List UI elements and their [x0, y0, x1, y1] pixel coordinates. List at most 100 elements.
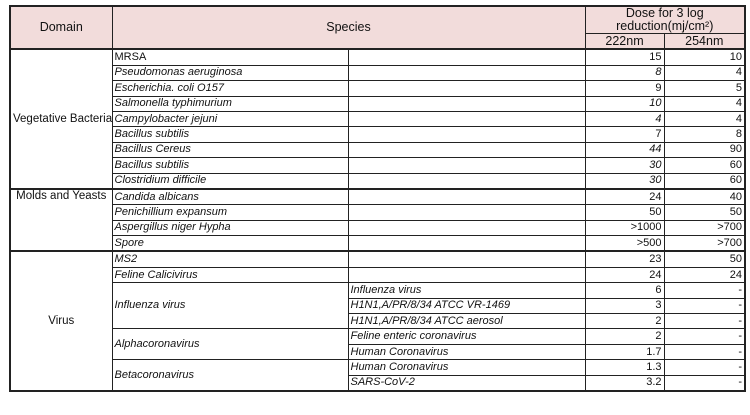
dose-222-cell: 2 [584, 313, 665, 330]
dose-254-cell: - [663, 297, 747, 315]
dose-254-cell: 5 [663, 80, 747, 97]
table-row: Salmonella typhimurium 10 4 [10, 95, 747, 112]
subspecies-cell [347, 64, 586, 82]
dose-222-cell: >500 [584, 235, 665, 252]
table-row: Escherichia. coli O157 9 5 [10, 80, 747, 97]
dose-222-cell: 2 [584, 328, 665, 345]
subspecies-cell: H1N1,A/PR/8/34 ATCC aerosol [347, 313, 586, 330]
subspecies-cell [347, 187, 586, 206]
dose-254-cell: 10 [663, 48, 747, 66]
table-row: Bacillus Cereus 44 90 [10, 141, 747, 159]
dose-254-cell: - [663, 374, 747, 392]
dose-254-cell: 40 [663, 187, 747, 206]
domain-virus: Virus [9, 250, 113, 392]
species-cell-influenza: Influenza virus [111, 282, 349, 330]
dose-222-cell: 23 [584, 250, 665, 268]
table-row: H1N1,A/PR/8/34 ATCC VR-1469 3 - [10, 297, 747, 315]
subspecies-cell: SARS-CoV-2 [347, 374, 586, 392]
subspecies-cell [347, 157, 586, 174]
subspecies-cell: Human Coronavirus [347, 359, 586, 376]
dose-254-cell: - [663, 359, 747, 376]
dose-254-cell: 4 [663, 95, 747, 112]
dose-222-cell: 6 [584, 282, 665, 299]
header-254nm: 254nm [663, 33, 747, 50]
uv-dose-table: Domain Species Dose for 3 log reduction(… [9, 4, 747, 392]
dose-222-cell: 24 [584, 187, 665, 206]
subspecies-cell [347, 250, 586, 268]
table-row: Spore >500 >700 [10, 235, 747, 252]
subspecies-cell: Influenza virus [347, 282, 586, 299]
header-dose-line1: Dose for 3 log [625, 6, 704, 20]
subspecies-cell [347, 80, 586, 97]
table-row: Human Coronavirus 1.7 - [10, 343, 747, 361]
species-cell: Bacillus subtilis [111, 157, 349, 174]
subspecies-cell [347, 172, 586, 190]
species-cell-betacoronavirus: Betacoronavirus [111, 359, 349, 392]
table-row: Bacillus subtilis 7 8 [10, 126, 747, 143]
table-row: Alphacoronavirus Feline enteric coronavi… [10, 328, 747, 361]
dose-222-cell: 15 [584, 48, 665, 66]
dose-254-cell: 60 [663, 172, 747, 190]
table-row: Betacoronavirus Human Coronavirus 1.3 - [10, 359, 747, 392]
subspecies-cell [347, 110, 586, 128]
dose-222-cell: 50 [584, 204, 665, 221]
dose-222-cell: 44 [584, 141, 665, 159]
dose-254-cell: - [663, 282, 747, 299]
species-cell-alphacoronavirus: Alphacoronavirus [111, 328, 349, 361]
subspecies-cell: Feline enteric coronavirus [347, 328, 586, 345]
dose-254-cell: - [663, 343, 747, 361]
header-species: Species [111, 4, 586, 50]
species-cell: MRSA [111, 48, 349, 66]
subspecies-cell [347, 204, 586, 221]
header-dose-line2: reduction(mj/cm²) [616, 19, 714, 33]
species-cell: Bacillus subtilis [111, 126, 349, 143]
table-row: Campylobacter jejuni 4 4 [10, 110, 747, 128]
dose-254-cell: 50 [663, 204, 747, 221]
species-cell: Clostridium difficile [111, 172, 349, 190]
dose-222-cell: 24 [584, 266, 665, 284]
subspecies-cell [347, 219, 586, 237]
header-222nm: 222nm [584, 33, 665, 50]
species-cell: Pseudomonas aeruginosa [111, 64, 349, 82]
dose-254-cell: >700 [663, 235, 747, 252]
subspecies-cell [347, 141, 586, 159]
dose-254-cell: >700 [663, 219, 747, 237]
species-cell: Bacillus Cereus [111, 141, 349, 159]
species-cell: MS2 [111, 250, 349, 268]
dose-222-cell: >1000 [584, 219, 665, 237]
dose-222-cell: 3 [584, 297, 665, 315]
dose-222-cell: 30 [584, 157, 665, 174]
dose-254-cell: 90 [663, 141, 747, 159]
subspecies-cell: Human Coronavirus [347, 343, 586, 361]
species-cell: Spore [111, 235, 349, 252]
table-row: SARS-CoV-2 3.2 - [10, 374, 747, 392]
dose-254-cell: - [663, 313, 747, 330]
dose-222-cell: 7 [584, 126, 665, 143]
dose-222-cell: 8 [584, 64, 665, 82]
subspecies-cell [347, 95, 586, 112]
subspecies-cell [347, 48, 586, 66]
table-row: Clostridium difficile 30 60 [10, 172, 747, 190]
table-row: H1N1,A/PR/8/34 ATCC aerosol 2 - [10, 313, 747, 330]
table-row: Influenza virus Influenza virus 6 - [10, 282, 747, 330]
species-cell: Feline Calicivirus [111, 266, 349, 284]
domain-vegetative-bacteria: Vegetative Bacteria [9, 48, 113, 190]
dose-254-cell: 4 [663, 64, 747, 82]
table-row: Feline Calicivirus 24 24 [10, 266, 747, 284]
dose-222-cell: 9 [584, 80, 665, 97]
dose-222-cell: 3.2 [584, 374, 665, 392]
table-row: Virus MS2 23 50 [9, 250, 747, 392]
table-row: Pseudomonas aeruginosa 8 4 [10, 64, 747, 82]
header-domain: Domain [9, 4, 113, 50]
domain-molds-and-yeasts: Molds and Yeasts [9, 187, 113, 252]
subspecies-cell [347, 126, 586, 143]
dose-254-cell: 4 [663, 110, 747, 128]
dose-254-cell: 50 [663, 250, 747, 268]
dose-254-cell: 60 [663, 157, 747, 174]
species-cell: Campylobacter jejuni [111, 110, 349, 128]
table-row: Vegetative Bacteria MRSA 15 10 [9, 48, 747, 190]
subspecies-cell [347, 235, 586, 252]
species-cell: Aspergillus niger Hypha [111, 219, 349, 237]
subspecies-cell [347, 266, 586, 284]
table-row: Bacillus subtilis 30 60 [10, 157, 747, 174]
